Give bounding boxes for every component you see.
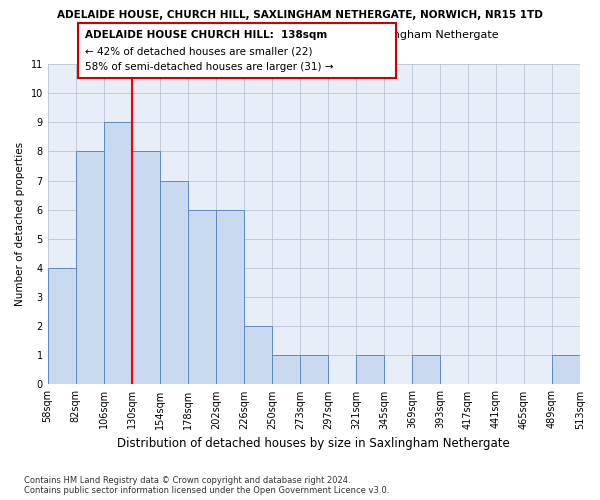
Bar: [47, 268, 76, 384]
Text: Size of property relative to detached houses in Saxlingham Nethergate: Size of property relative to detached ho…: [101, 30, 499, 40]
Bar: [300, 356, 328, 384]
X-axis label: Distribution of detached houses by size in Saxlingham Nethergate: Distribution of detached houses by size …: [118, 437, 510, 450]
Bar: [160, 180, 188, 384]
Text: ← 42% of detached houses are smaller (22): ← 42% of detached houses are smaller (22…: [85, 46, 313, 56]
Bar: [132, 152, 160, 384]
Bar: [188, 210, 216, 384]
Bar: [76, 152, 104, 384]
Bar: [412, 356, 440, 384]
Text: ADELAIDE HOUSE CHURCH HILL:  138sqm: ADELAIDE HOUSE CHURCH HILL: 138sqm: [85, 30, 328, 40]
Text: 58% of semi-detached houses are larger (31) →: 58% of semi-detached houses are larger (…: [85, 62, 334, 72]
Y-axis label: Number of detached properties: Number of detached properties: [15, 142, 25, 306]
Bar: [356, 356, 384, 384]
Bar: [104, 122, 132, 384]
Bar: [272, 356, 300, 384]
Bar: [244, 326, 272, 384]
Text: Contains HM Land Registry data © Crown copyright and database right 2024.
Contai: Contains HM Land Registry data © Crown c…: [24, 476, 389, 495]
Text: ADELAIDE HOUSE, CHURCH HILL, SAXLINGHAM NETHERGATE, NORWICH, NR15 1TD: ADELAIDE HOUSE, CHURCH HILL, SAXLINGHAM …: [57, 10, 543, 20]
Bar: [552, 356, 580, 384]
Bar: [216, 210, 244, 384]
